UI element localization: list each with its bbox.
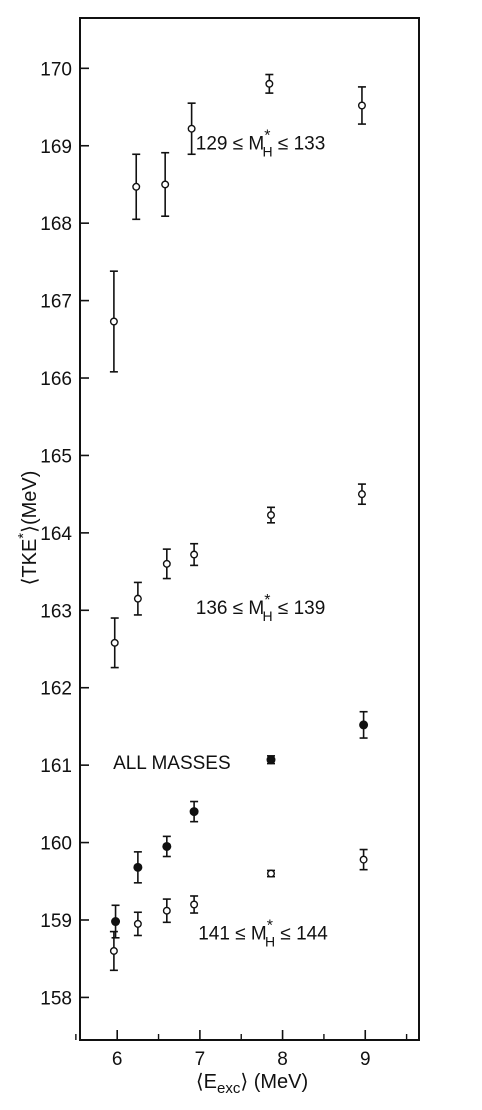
y-axis-title: ⟨TKE*⟩(MeV) (15, 471, 41, 586)
marker-filled (162, 841, 172, 851)
y-tick-label: 163 (40, 601, 72, 622)
marker-open (190, 550, 199, 559)
y-tick-label: 166 (40, 369, 72, 390)
marker-filled (111, 917, 121, 927)
marker-filled (266, 755, 276, 765)
data-point (359, 710, 369, 739)
y-tick-label: 159 (40, 911, 72, 932)
marker-open (357, 490, 366, 499)
y-tick-label: 165 (40, 446, 72, 467)
marker-open (109, 317, 118, 326)
marker-open (266, 511, 275, 520)
data-point (133, 851, 143, 884)
annotation-label: 136 ≤ M* H ≤ 139 (196, 592, 326, 624)
data-point (357, 483, 366, 506)
data-point (133, 581, 142, 616)
y-tick-label: 167 (40, 292, 72, 313)
data-point (133, 911, 142, 937)
annotation-label: 141 ≤ M* H ≤ 144 (198, 917, 328, 949)
y-tick-label: 170 (40, 59, 72, 80)
data-point (190, 542, 199, 567)
marker-filled (133, 862, 143, 872)
y-tick-label: 169 (40, 137, 72, 158)
data-point (187, 102, 196, 156)
data-point (266, 755, 276, 765)
y-tick-label: 168 (40, 214, 72, 235)
data-point (189, 800, 199, 823)
data-point (266, 869, 275, 878)
marker-open (132, 182, 141, 191)
marker-open (161, 180, 170, 189)
marker-open (133, 919, 142, 928)
data-point (109, 270, 118, 373)
marker-open (357, 101, 366, 110)
data-point (190, 895, 199, 914)
marker-open (109, 946, 118, 955)
data-point (109, 930, 118, 972)
x-axis-title: ⟨Eexc⟩ (MeV) (196, 1071, 308, 1097)
x-tick-label: 8 (277, 1049, 288, 1070)
y-tick-label: 160 (40, 834, 72, 855)
y-tick-label: 158 (40, 988, 72, 1009)
x-axis-ticks: 6 7 8 9 (75, 1030, 408, 1070)
annotations: 129 ≤ M* H ≤ 133 136 ≤ M* H ≤ 139 ALL MASSES… (113, 128, 328, 950)
marker-open (190, 900, 199, 909)
data-points (109, 73, 369, 972)
data-point (111, 904, 121, 939)
marker-filled (189, 807, 199, 817)
x-tick-label: 9 (360, 1049, 371, 1070)
annotation-label: ALL MASSES (113, 753, 231, 774)
data-point (266, 506, 275, 524)
marker-open (133, 594, 142, 603)
x-tick-label: 7 (195, 1049, 206, 1070)
y-tick-label: 161 (40, 756, 72, 777)
data-point (357, 86, 366, 125)
data-point (161, 151, 170, 218)
data-point (132, 153, 141, 221)
marker-open (162, 559, 171, 568)
y-tick-label: 164 (40, 524, 72, 545)
marker-open (359, 855, 368, 864)
marker-filled (359, 720, 369, 730)
data-point (162, 898, 171, 924)
marker-open (162, 906, 171, 915)
data-point (162, 548, 171, 580)
data-point (110, 617, 119, 669)
data-point (359, 848, 368, 871)
plot-frame (79, 17, 420, 1041)
y-tick-label: 162 (40, 679, 72, 700)
y-axis-ticks: 158 159 160 161 162 163 164 165 166 167 168 169 170 (40, 59, 89, 1009)
marker-open (110, 638, 119, 647)
marker-open (266, 869, 275, 878)
marker-open (265, 79, 274, 88)
x-tick-label: 6 (112, 1049, 123, 1070)
data-point (162, 835, 172, 858)
marker-open (187, 124, 196, 133)
data-point (265, 73, 274, 94)
annotation-label: 129 ≤ M* H ≤ 133 (196, 128, 326, 160)
